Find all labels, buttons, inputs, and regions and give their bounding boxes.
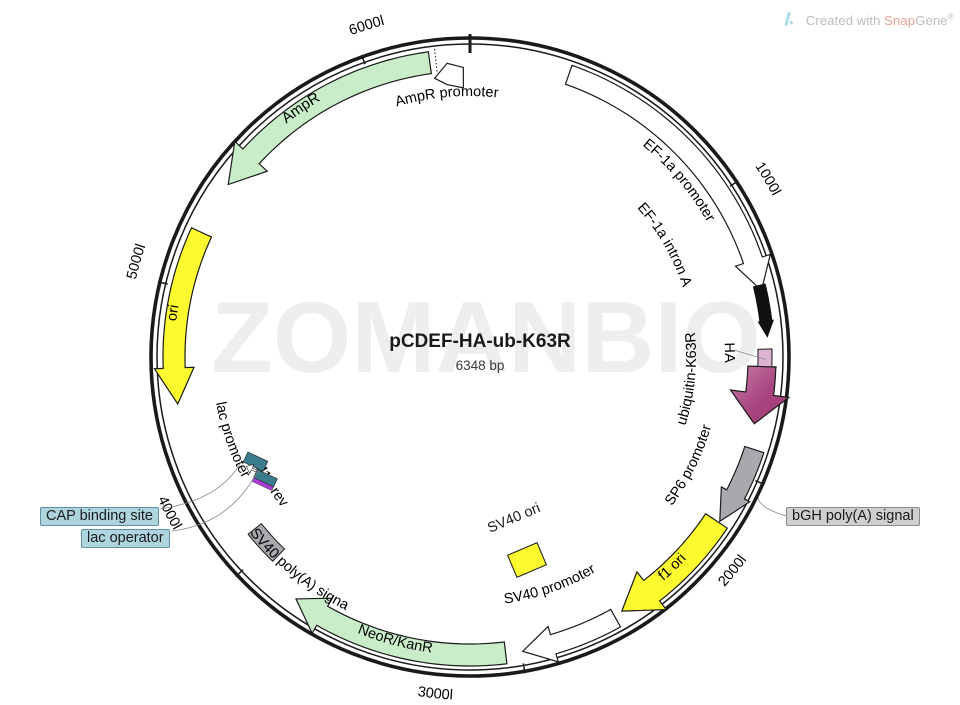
svg-text:EF-1a intron A: EF-1a intron A bbox=[634, 200, 694, 289]
svg-text:ori: ori bbox=[164, 304, 182, 323]
svg-text:2000l: 2000l bbox=[715, 552, 750, 589]
svg-text:AmpR promoter: AmpR promoter bbox=[393, 84, 499, 110]
svg-text:SP6 promoter: SP6 promoter bbox=[662, 423, 715, 509]
svg-text:3000l: 3000l bbox=[417, 684, 454, 704]
svg-text:1000l: 1000l bbox=[751, 159, 783, 198]
svg-text:5000l: 5000l bbox=[124, 242, 149, 281]
svg-text:SV40 ori: SV40 ori bbox=[485, 500, 542, 536]
svg-text:lac promoter: lac promoter bbox=[212, 400, 253, 480]
svg-text:6000l: 6000l bbox=[347, 13, 386, 39]
